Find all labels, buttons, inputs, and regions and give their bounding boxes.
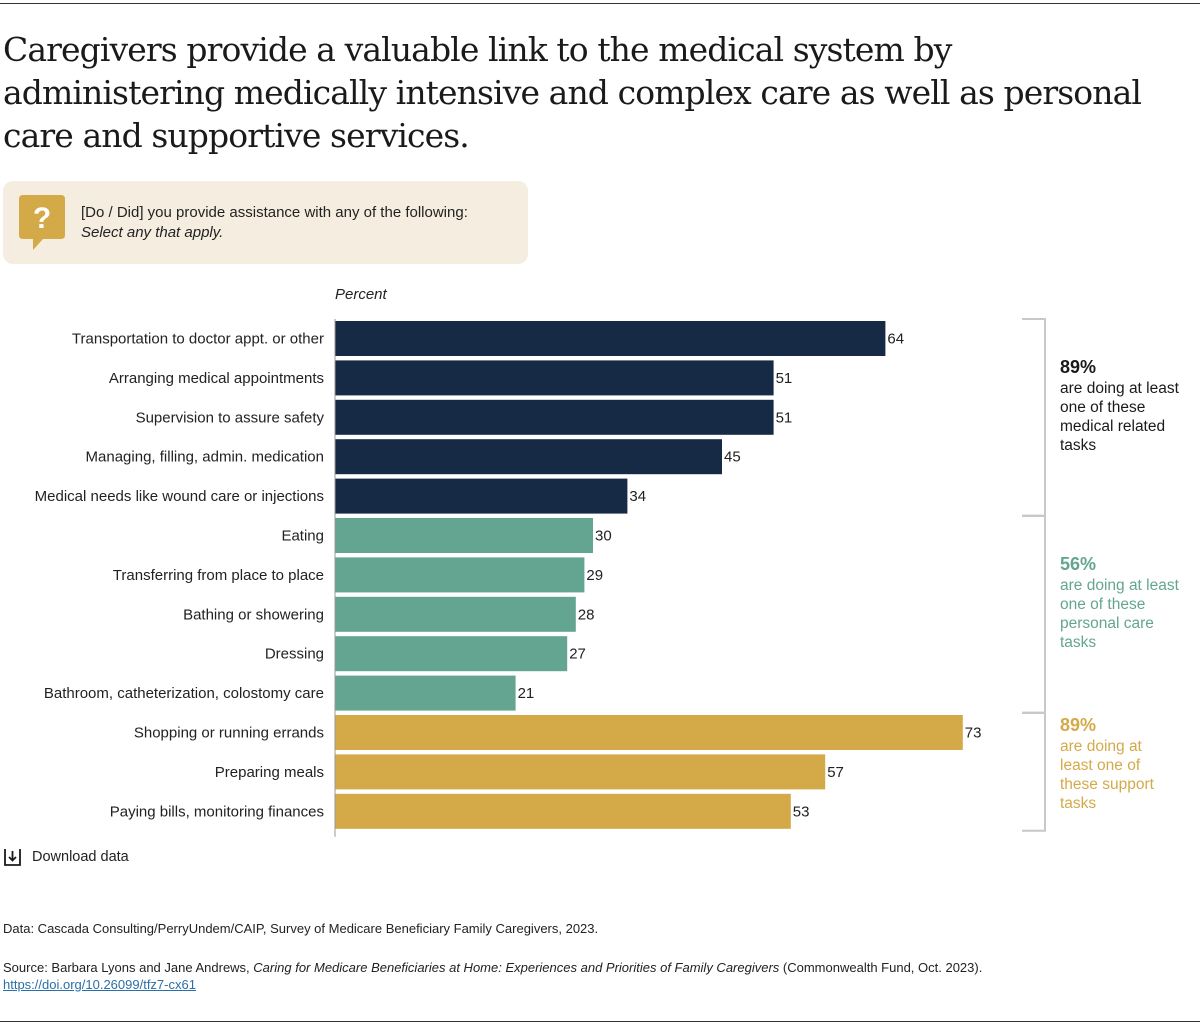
chart-title: Caregivers provide a valuable link to th… [3,30,1142,155]
category-label: Transportation to doctor appt. or other [72,331,324,348]
medical-group-note: 89% are doing at least one of these medi… [1060,358,1180,455]
source-note: Source: Barbara Lyons and Jane Andrews, … [3,959,982,993]
support-group-bracket [1022,712,1046,832]
bar [335,399,774,435]
value-label: 53 [793,803,810,820]
value-label: 29 [586,567,603,584]
category-label: Managing, filling, admin. medication [86,449,324,466]
data-note: Data: Cascada Consulting/PerryUndem/CAIP… [3,921,599,936]
source-prefix: Source: Barbara Lyons and Jane Andrews, [3,960,254,975]
support-group-note: 89% are doing at least one of these supp… [1060,716,1170,813]
bottom-rule [0,1021,1200,1022]
bar [335,360,774,396]
doi-link[interactable]: https://doi.org/10.26099/tfz7-cx61 [3,977,196,992]
svg-text:?: ? [33,202,51,235]
category-label: Arranging medical appointments [109,370,324,387]
category-label: Bathroom, catheterization, colostomy car… [44,685,324,702]
value-label: 30 [595,528,612,545]
question-instruction: Select any that apply. [81,224,224,241]
medical-group-percent: 89% [1060,357,1097,377]
category-label: Supervision to assure safety [136,409,325,426]
bar [335,793,791,829]
category-label: Transferring from place to place [113,567,324,584]
question-mark-speech-bubble-icon: ? [19,195,65,250]
support-group-percent: 89% [1060,715,1097,735]
medical-group-bracket [1022,318,1046,517]
bar [335,321,886,356]
category-label: Paying bills, monitoring finances [110,803,324,820]
survey-question-box: ? [Do / Did] you provide assistance with… [3,181,528,264]
top-rule [0,3,1200,4]
value-label: 28 [578,606,595,623]
medical-group-text: are doing at least one of these medical … [1060,380,1179,454]
bar-chart: Percent Transportation to doctor appt. or… [35,286,1046,837]
bar [335,478,628,514]
category-label: Bathing or showering [183,606,324,623]
category-label: Preparing meals [215,764,324,781]
category-label: Shopping or running errands [134,725,324,742]
value-label: 64 [887,331,904,348]
survey-question-text: [Do / Did] you provide assistance with a… [81,203,468,243]
personal-group-note: 56% are doing at least one of these pers… [1060,555,1180,652]
value-label: 73 [965,725,982,742]
bar [335,518,593,553]
x-axis-label: Percent [335,286,388,303]
source-suffix: (Commonwealth Fund, Oct. 2023). [779,960,983,975]
value-label: 51 [776,409,793,426]
category-label: Eating [281,528,324,545]
question-prompt: [Do / Did] you provide assistance with a… [81,204,468,221]
personal-group-bracket [1022,515,1046,714]
download-data-label: Download data [32,849,129,865]
source-title: Caring for Medicare Beneficiaries at Hom… [253,960,780,975]
category-label: Dressing [265,646,324,663]
personal-group-text: are doing at least one of these personal… [1060,577,1179,651]
value-label: 27 [569,646,586,663]
value-label: 45 [724,449,741,466]
value-label: 51 [776,370,793,387]
bar [335,636,568,672]
value-label: 57 [827,764,844,781]
category-label: Medical needs like wound care or injecti… [35,488,324,505]
value-label: 21 [518,685,535,702]
bar [335,557,585,593]
bar [335,715,963,750]
bar [335,439,722,475]
value-label: 34 [629,488,646,505]
support-group-text: are doing at least one of these support … [1060,738,1154,812]
download-icon [4,849,21,866]
bar [335,596,576,632]
download-data-button[interactable]: Download data [4,848,129,866]
personal-group-percent: 56% [1060,554,1097,574]
bar [335,675,516,711]
bar [335,754,826,790]
